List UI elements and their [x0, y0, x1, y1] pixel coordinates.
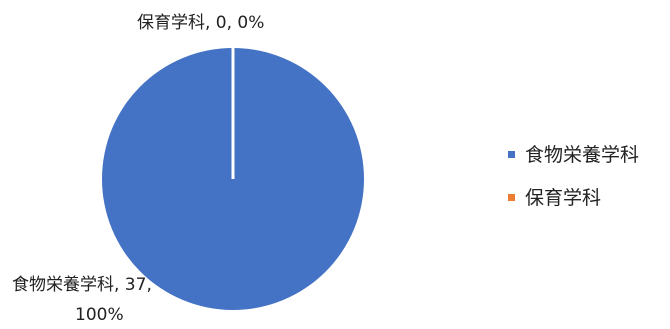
- data-label-hoiku: 保育学科, 0, 0%: [137, 13, 264, 33]
- legend-label-hoiku: 保育学科: [525, 187, 601, 209]
- data-label-shokumotsu-line1: 食物栄養学科, 37,: [12, 275, 152, 295]
- legend-label-shokumotsu: 食物栄養学科: [525, 144, 639, 166]
- pie-slices: [102, 48, 364, 310]
- data-label-shokumotsu-line2: 100%: [75, 305, 124, 325]
- legend-swatch-hoiku: [508, 194, 515, 201]
- legend-swatch-shokumotsu: [508, 151, 515, 158]
- legend: 食物栄養学科 保育学科: [508, 144, 639, 209]
